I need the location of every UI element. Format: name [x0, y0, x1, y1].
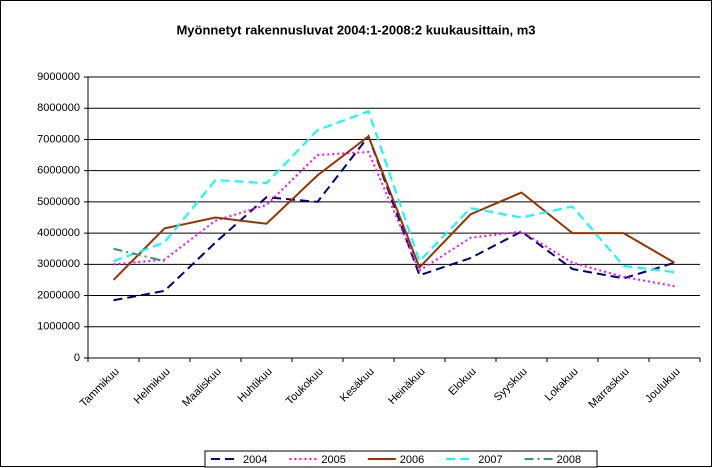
legend-label: 2004: [243, 454, 267, 466]
legend-label: 2007: [478, 454, 502, 466]
y-tick-label: 0: [74, 352, 80, 364]
series-line: [113, 247, 165, 263]
chart-title: Myönnetyt rakennusluvat 2004:1-2008:2 ku…: [176, 22, 535, 37]
series-line: [112, 134, 676, 281]
y-tick-label: 5000000: [37, 196, 80, 208]
y-tick-label: 9000000: [37, 71, 80, 83]
legend-label: 2006: [400, 454, 424, 466]
y-tick-label: 4000000: [37, 227, 80, 239]
y-tick-label: 7000000: [37, 133, 80, 145]
y-tick-label: 6000000: [37, 165, 80, 177]
legend-label: 2008: [557, 454, 581, 466]
y-tick-label: 3000000: [37, 258, 80, 270]
series-line: [113, 150, 675, 288]
y-tick-label: 1000000: [37, 321, 80, 333]
y-tick-label: 2000000: [37, 289, 80, 301]
y-tick-label: 8000000: [37, 102, 80, 114]
series-line: [113, 134, 675, 302]
legend-box: [204, 450, 598, 468]
legend-label: 2005: [321, 454, 345, 466]
series-line: [113, 110, 675, 274]
